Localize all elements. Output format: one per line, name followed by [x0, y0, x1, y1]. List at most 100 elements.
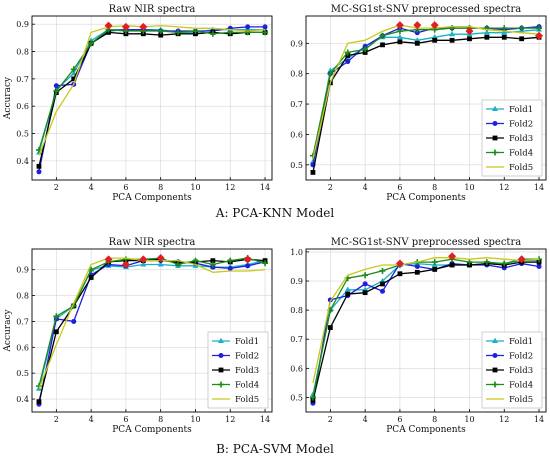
data-point: [210, 258, 216, 264]
data-point: [432, 37, 438, 43]
y-tick-label: 0.9: [290, 39, 303, 48]
series-line-fold5: [312, 257, 540, 384]
data-point: [362, 290, 368, 296]
data-point: [209, 30, 216, 37]
legend-label: Fold3: [509, 134, 533, 144]
data-point: [397, 271, 403, 277]
best-point-marker: [104, 255, 113, 264]
x-tick-label: 10: [464, 415, 474, 424]
data-point: [380, 42, 385, 48]
data-point: [36, 169, 42, 175]
data-point: [536, 263, 542, 269]
x-tick-label: 12: [499, 183, 509, 192]
series-line-fold3: [38, 31, 265, 167]
series-line-fold2: [312, 25, 540, 165]
legend-label: Fold2: [509, 352, 533, 362]
data-point: [53, 313, 60, 320]
y-tick-label: 1.0: [290, 248, 303, 257]
y-tick-label: 0.5: [16, 369, 29, 378]
y-tick-label: 0.5: [290, 161, 303, 170]
x-tick-label: 4: [89, 415, 94, 424]
y-tick-label: 0.9: [290, 277, 303, 286]
legend: Fold1 Fold2 Fold3 Fold4 Fold5: [481, 99, 543, 177]
data-point: [484, 34, 490, 40]
x-axis-label: PCA Components: [112, 425, 192, 435]
best-point-marker: [104, 21, 113, 30]
data-point: [309, 394, 316, 401]
chart-panel-4: 2 4 6 8 10 12 14 0.5 0.6 0.7 0.8 0.9 1.0 MC-SG1st-SNV…: [290, 237, 547, 435]
legend-label: Fold2: [509, 120, 533, 130]
x-tick-label: 6: [397, 415, 402, 424]
y-tick-label: 0.7: [16, 317, 29, 326]
data-point: [157, 261, 164, 267]
data-point: [414, 30, 420, 36]
y-tick-label: 0.5: [16, 130, 29, 139]
data-point: [245, 263, 251, 269]
data-point: [362, 272, 369, 279]
best-point-marker: [535, 31, 544, 40]
data-point: [483, 29, 490, 35]
x-tick-label: 2: [328, 415, 333, 424]
data-point: [379, 267, 386, 274]
legend-label: Fold1: [509, 105, 533, 115]
data-point: [53, 83, 59, 89]
data-point: [414, 269, 420, 275]
data-point: [536, 25, 543, 32]
y-tick-label: 0.7: [290, 335, 303, 344]
data-point: [71, 76, 77, 82]
data-point: [327, 70, 334, 77]
series-line-fold1: [38, 29, 265, 153]
best-point-marker: [139, 255, 148, 264]
series-line-fold1: [312, 29, 540, 162]
data-point: [262, 260, 269, 267]
data-point: [218, 367, 224, 373]
legend-label: Fold5: [509, 163, 533, 173]
data-point: [449, 31, 456, 37]
y-axis-label: Accuracy: [3, 76, 13, 120]
best-point-marker: [156, 254, 165, 263]
y-tick-label: 0.9: [16, 266, 29, 275]
y-tick-label: 0.4: [16, 157, 29, 166]
best-point-marker: [243, 255, 252, 264]
data-point: [175, 29, 182, 36]
data-point: [192, 28, 199, 35]
chart-title: MC-SG1st-SNV preprocessed spectra: [331, 4, 521, 15]
x-tick-label: 6: [123, 415, 128, 424]
data-point: [492, 105, 498, 111]
y-tick-label: 0.7: [290, 100, 303, 109]
plot-frame: [305, 248, 547, 413]
legend-label: Fold3: [235, 366, 259, 376]
data-point: [192, 257, 199, 264]
data-point: [245, 24, 251, 30]
best-point-marker: [517, 255, 526, 264]
best-point-marker: [121, 260, 130, 269]
data-point: [327, 325, 333, 330]
best-point-marker: [395, 21, 404, 30]
y-tick-label: 0.8: [16, 48, 29, 57]
data-point: [345, 59, 351, 65]
chart-title: Raw NIR spectra: [109, 237, 196, 248]
x-axis-label: PCA Components: [112, 193, 192, 203]
data-point: [492, 337, 498, 343]
data-point: [449, 37, 455, 43]
x-tick-label: 4: [363, 415, 368, 424]
x-tick-label: 12: [225, 183, 235, 192]
x-tick-label: 10: [190, 183, 200, 192]
data-point: [175, 261, 182, 268]
data-point: [466, 259, 473, 266]
data-point: [362, 46, 369, 53]
x-tick-label: 6: [397, 183, 402, 192]
plot-frame: [31, 248, 273, 413]
y-tick-label: 0.8: [290, 306, 303, 315]
data-point: [344, 49, 351, 56]
data-point: [88, 275, 94, 280]
y-tick-label: 0.6: [290, 364, 303, 373]
data-point: [467, 36, 472, 42]
data-point: [518, 25, 525, 32]
x-tick-label: 14: [260, 183, 270, 192]
data-point: [36, 399, 42, 405]
x-tick-label: 12: [225, 415, 235, 424]
legend-label: Fold4: [509, 149, 533, 159]
chart-title: Raw NIR spectra: [109, 4, 196, 15]
caption-b: B: PCA-SVM Model: [216, 442, 334, 456]
